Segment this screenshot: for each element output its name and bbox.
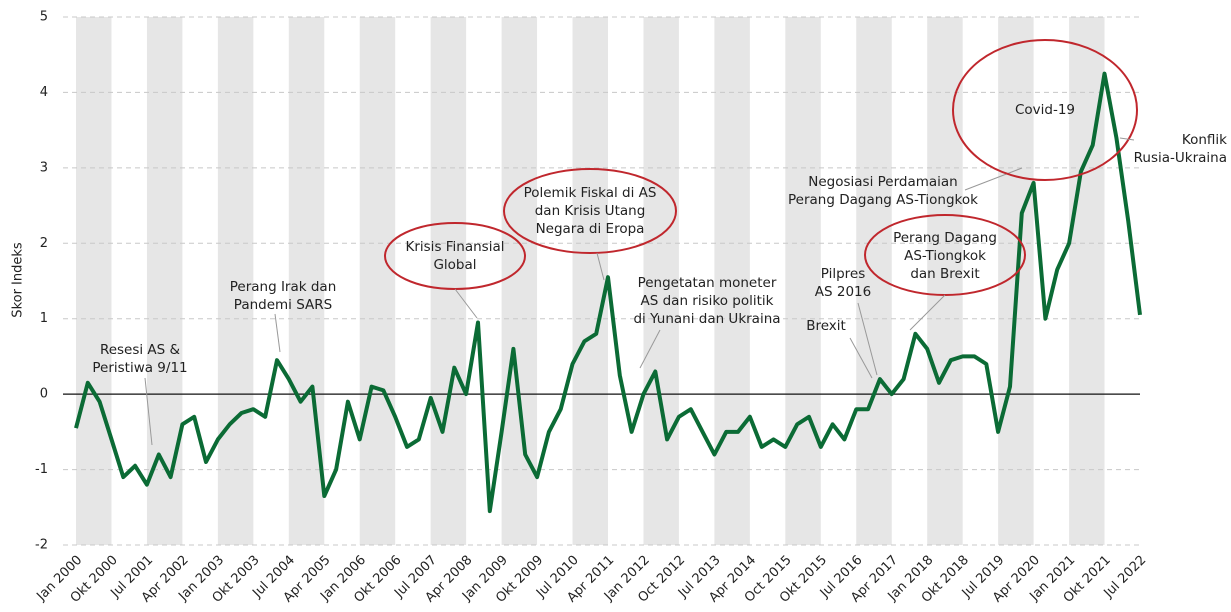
y-tick-label: 2 [40,236,48,251]
annotation: Negosiasi Perdamaian [808,174,958,190]
bands [76,17,1105,545]
ellipse [952,39,1138,181]
annotation: AS 2016 [815,284,871,300]
annotation: di Yunani dan Ukraina [633,311,780,327]
band [785,17,821,545]
annotation: Rusia-Ukraina [1134,150,1227,166]
annotation: Perang Dagang [893,230,997,246]
band [217,17,254,545]
leader [849,337,873,379]
annotation: Pandemi SARS [234,297,332,313]
leader [909,294,946,331]
annotation: Brexit [806,318,846,334]
annotation: Perang Dagang AS-Tiongkok [788,192,978,208]
leader [964,167,1023,191]
band [501,17,538,545]
leader [274,313,281,353]
leader [596,252,605,281]
annotation: Konflik [1182,132,1227,148]
band [76,17,112,545]
leader [454,288,478,319]
band [927,17,963,545]
annotation: AS-Tiongkok [904,248,986,264]
band [643,17,679,545]
leader [639,329,661,369]
annotation: Covid-19 [1015,102,1075,118]
leader [857,302,878,376]
annotation: Krisis Finansial [406,239,505,255]
annotation: Polemik Fiskal di AS [524,185,657,201]
band [714,17,750,545]
annotation: Pengetatan moneter [638,275,777,291]
y-axis-title: Skor Indeks [11,242,26,318]
y-tick-label: 0 [40,387,48,402]
annotations: Resesi AS & Peristiwa 9/11 Perang Irak dan… [92,102,1227,376]
annotation: Global [433,257,476,273]
annotation: dan Brexit [910,266,979,282]
annotation: Perang Irak dan [230,279,337,295]
leader [144,377,153,446]
annotation: AS dan risiko politik [641,293,774,309]
band [359,17,396,545]
y-tick-label: 3 [40,160,48,175]
y-tick-label: 5 [40,10,48,25]
y-tick-label: -2 [35,538,48,553]
line [74,71,1142,514]
annotation: Negara di Eropa [536,221,645,237]
annotation: Peristiwa 9/11 [92,360,187,376]
annotation: dan Krisis Utang [535,203,646,219]
leader [1119,137,1135,141]
y-tick-label: 1 [40,311,48,326]
ellipse [503,168,677,254]
plot [74,71,1142,514]
y-tick-label: -1 [35,462,48,477]
y-tick-label: 4 [40,85,48,100]
annotation-shapes [144,39,1138,446]
band [430,17,467,545]
band [572,17,608,545]
annotation: Pilpres [821,266,866,282]
annotation: Resesi AS & [100,342,181,358]
